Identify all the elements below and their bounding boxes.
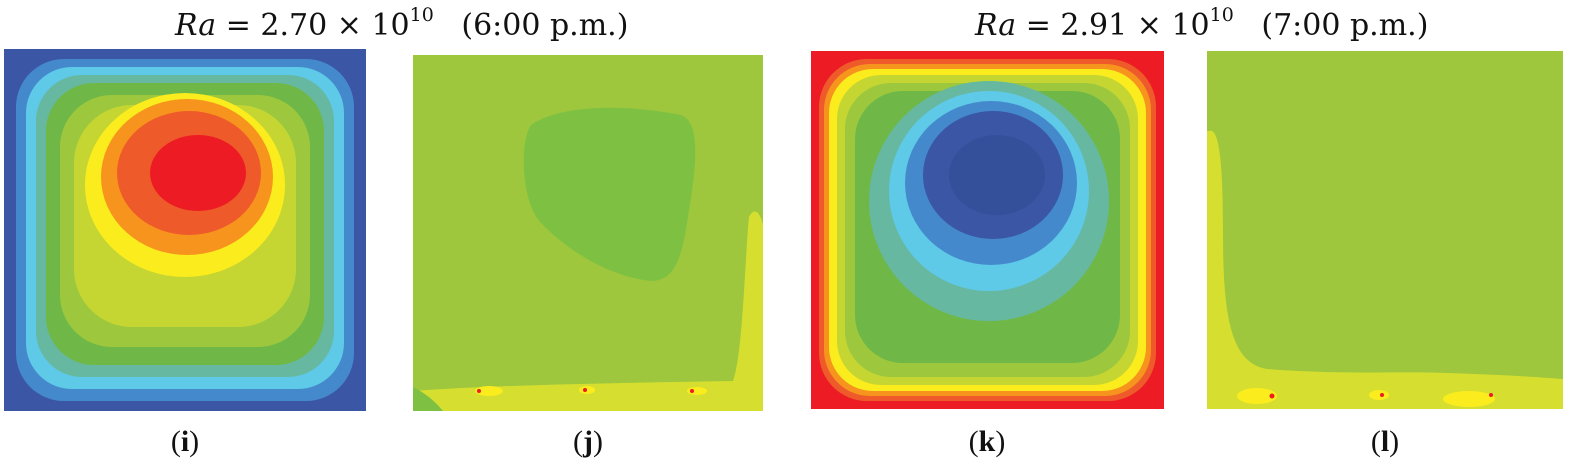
contour-band	[150, 135, 246, 211]
caption-letter: j	[583, 425, 593, 458]
panel-caption-i: (i)	[170, 425, 200, 458]
caption-letter: i	[180, 425, 190, 458]
times-sign: ×	[1136, 8, 1162, 43]
contour-plot-k	[811, 51, 1164, 409]
time-label: (7:00 p.m.)	[1261, 8, 1429, 43]
hotspot-core	[477, 389, 481, 393]
contour-panel-k	[811, 51, 1164, 409]
ra-mantissa: 2.70	[260, 8, 328, 43]
panel-caption-k: (k)	[968, 425, 1006, 458]
ra-base: 10	[371, 8, 410, 43]
heading-ra-6pm: Ra = 2.70 × 1010 (6:00 p.m.)	[175, 6, 629, 44]
contour-panel-l	[1207, 51, 1563, 409]
hotspot-core	[583, 388, 587, 392]
panel-caption-j: (j)	[573, 425, 603, 458]
field-background	[1207, 51, 1563, 409]
contour-panel-i	[4, 49, 366, 411]
contour-plot-j	[413, 55, 763, 411]
caption-letter: l	[1380, 425, 1390, 458]
hotspot	[1369, 390, 1389, 400]
field-region-yellow	[413, 211, 763, 411]
field-region-dark	[413, 387, 443, 411]
times-sign: ×	[336, 8, 362, 43]
caption-letter: k	[978, 425, 996, 458]
contour-panel-j	[413, 55, 763, 411]
time-label: (6:00 p.m.)	[461, 8, 629, 43]
ra-exponent: 10	[1209, 4, 1234, 26]
ra-symbol: Ra	[175, 8, 217, 43]
heading-ra-7pm: Ra = 2.91 × 1010 (7:00 p.m.)	[975, 6, 1429, 44]
hotspot	[1443, 391, 1495, 407]
hotspot-core	[1380, 393, 1384, 397]
equals-sign: =	[1025, 8, 1051, 43]
hotspot	[1237, 388, 1277, 404]
hotspot-core	[690, 389, 694, 393]
hotspot-core	[1269, 393, 1275, 399]
contour-band	[949, 135, 1045, 215]
contour-plot-l	[1207, 51, 1563, 409]
ra-symbol: Ra	[975, 8, 1017, 43]
field-region-dark	[523, 107, 696, 281]
ra-base: 10	[1171, 8, 1210, 43]
field-region-yellow	[1207, 130, 1563, 409]
contour-plot-i	[4, 49, 366, 411]
hotspot	[475, 386, 503, 396]
equals-sign: =	[225, 8, 251, 43]
panel-caption-l: (l)	[1370, 425, 1400, 458]
ra-exponent: 10	[409, 4, 434, 26]
ra-mantissa: 2.91	[1060, 8, 1128, 43]
hotspot-core	[1489, 393, 1493, 397]
